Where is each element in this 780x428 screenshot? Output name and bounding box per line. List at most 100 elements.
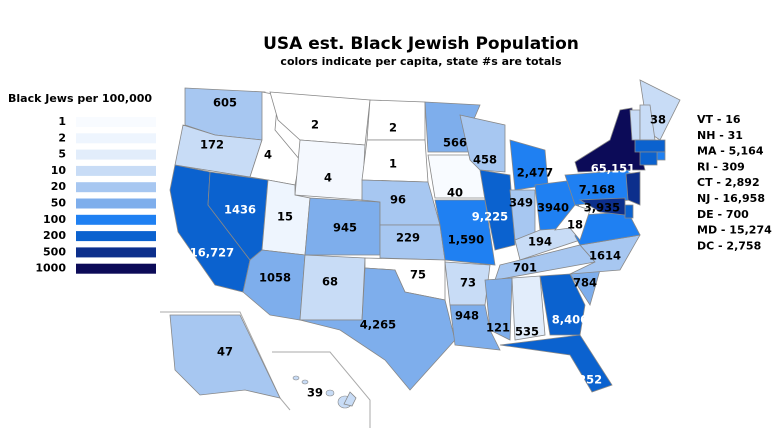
legend-label: 20 [51,180,67,193]
legend-swatch [76,149,156,160]
small-state-label: MD - 15,274 [697,224,772,237]
state-label: 3,935 [584,201,620,215]
state-label: 948 [455,309,479,323]
state-label: 39 [307,386,323,400]
small-state-label: DE - 700 [697,208,749,221]
state-label: 15 [277,210,293,224]
legend-swatch [76,247,156,258]
legend-label: 200 [43,229,66,242]
legend-swatch [76,165,156,176]
state-label: 121 [486,321,510,335]
state-shape [511,275,546,341]
state-label: 65,151 [591,162,635,176]
legend-label: 2 [58,131,66,144]
state-label: 4 [324,171,332,185]
state-shape [169,314,281,399]
state-label: 349 [509,196,533,210]
legend-swatch [76,133,156,144]
small-state-label: RI - 309 [697,160,745,173]
state-label: 2 [311,118,319,132]
state-shape [634,139,666,153]
inset-border [272,351,371,428]
state-label: 40 [447,186,463,200]
state-label: 458 [473,153,497,167]
state-shape [554,204,591,241]
state-label: 9,225 [472,210,508,224]
legend-label: 10 [51,164,67,177]
state-label: 605 [213,96,237,110]
state-label: 701 [513,261,537,275]
state-shape [539,273,586,336]
state-shape [656,151,666,161]
state-label: 4,265 [360,318,396,332]
small-state-label: CT - 2,892 [697,176,760,189]
legend-label: 1000 [35,262,66,275]
states [169,79,681,407]
state-shape [494,244,596,281]
state-shape [629,109,641,141]
state-label: 194 [528,235,552,249]
state-label: 16,727 [190,246,234,260]
state-label: 535 [515,325,539,339]
state-label: 3940 [537,201,569,215]
legend-title: Black Jews per 100,000 [8,92,152,105]
legend-swatch [76,117,156,127]
legend-label: 50 [51,197,67,210]
state-label: 4 [264,148,272,162]
state-label: 68 [322,275,338,289]
legend-label: 500 [43,245,66,258]
state-shape [299,267,456,391]
state-shape [484,277,513,341]
state-shape [459,114,506,173]
map-subtitle: colors indicate per capita, state #s are… [280,55,562,68]
small-state-label: MA - 5,164 [697,145,764,158]
state-label: 1 [389,157,397,171]
small-state-label: VT - 16 [697,113,741,126]
state-label: 2,477 [517,166,553,180]
state-shape [434,199,496,266]
state-shape [343,391,357,407]
state-label: 945 [333,221,357,235]
legend-swatch [76,263,156,274]
legend-label: 100 [43,213,66,226]
state-label: 38 [650,113,666,127]
state-label: 7,168 [579,183,615,197]
legend-swatch [76,182,156,193]
state-label: 229 [396,231,420,245]
state-shape [449,304,501,351]
state-label: 1436 [224,203,256,217]
state-shape [578,197,626,216]
state-shape [479,169,516,251]
state-shape [625,171,641,206]
state-label: 1,590 [448,233,484,247]
state-label: 75 [410,268,426,282]
inset-border [160,311,291,411]
state-label: 96 [390,193,406,207]
state-label: 47 [217,345,233,359]
state-label: 1058 [259,271,291,285]
state-label: 18 [567,218,583,232]
legend-label: 1 [58,115,66,128]
state-label: 73 [460,276,476,290]
small-state-label: DC - 2,758 [697,239,761,252]
state-label: 784 [573,276,597,290]
state-shape [242,249,306,321]
legend-swatch [76,231,156,242]
state-label: 566 [443,136,467,150]
small-state-label: NH - 31 [697,129,743,142]
state-shape [499,334,613,393]
map-title: USA est. Black Jewish Population [263,34,579,54]
state-label: 8,406 [552,313,588,327]
state-shape [624,204,634,219]
small-state-label: NJ - 16,958 [697,192,765,205]
state-label: 1614 [589,249,621,263]
legend-swatch [76,214,156,225]
legend-label: 5 [58,148,66,161]
state-label: 2 [389,121,397,135]
state-label: 172 [200,138,224,152]
state-label: 21,252 [558,373,602,387]
legend-swatch [76,198,156,209]
state-shape [269,91,371,146]
state-shape [639,151,658,166]
